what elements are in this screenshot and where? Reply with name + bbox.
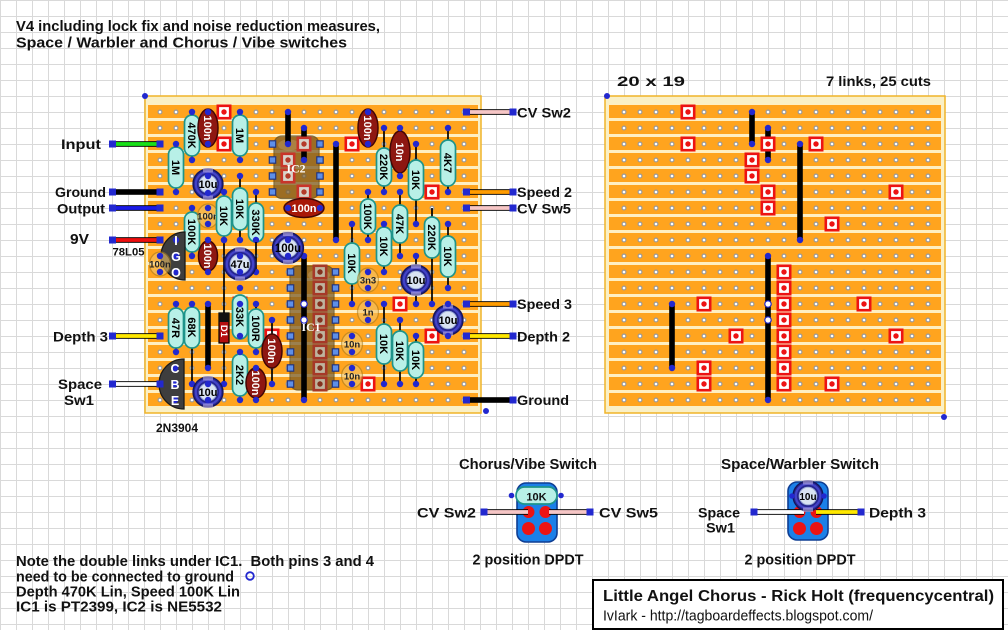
svg-text:9V: 9V bbox=[70, 231, 89, 248]
svg-text:100n: 100n bbox=[265, 338, 277, 363]
svg-text:2K2: 2K2 bbox=[233, 365, 245, 385]
svg-text:IC1: IC1 bbox=[302, 322, 321, 334]
svg-text:330K: 330K bbox=[249, 209, 261, 235]
svg-text:D1: D1 bbox=[218, 325, 229, 338]
svg-text:CV Sw2: CV Sw2 bbox=[417, 505, 476, 521]
svg-text:CV Sw2: CV Sw2 bbox=[517, 105, 571, 121]
svg-text:V4 including lock fix and nois: V4 including lock fix and noise reductio… bbox=[16, 19, 380, 35]
svg-text:100u: 100u bbox=[275, 243, 301, 255]
svg-text:Ground: Ground bbox=[517, 392, 569, 408]
svg-text:IC2: IC2 bbox=[287, 164, 306, 176]
svg-text:C: C bbox=[170, 362, 179, 376]
svg-text:2 position DPDT: 2 position DPDT bbox=[473, 553, 584, 569]
svg-text:7 links, 25 cuts: 7 links, 25 cuts bbox=[826, 73, 931, 89]
svg-text:47R: 47R bbox=[169, 318, 181, 338]
svg-text:1M: 1M bbox=[169, 160, 181, 175]
svg-text:10u: 10u bbox=[199, 179, 218, 191]
svg-text:E: E bbox=[171, 394, 179, 408]
svg-text:10u: 10u bbox=[407, 275, 426, 287]
svg-text:Input: Input bbox=[61, 136, 101, 152]
svg-text:Ground: Ground bbox=[55, 184, 106, 200]
svg-text:Sw1: Sw1 bbox=[706, 520, 735, 536]
svg-text:Depth 470K Lin, Speed 100K Lin: Depth 470K Lin, Speed 100K Lin bbox=[16, 585, 240, 601]
svg-text:O: O bbox=[171, 266, 181, 280]
svg-text:3n3: 3n3 bbox=[360, 276, 376, 287]
svg-text:10K: 10K bbox=[217, 206, 229, 226]
svg-text:33K: 33K bbox=[233, 307, 245, 327]
svg-text:100n: 100n bbox=[361, 115, 373, 140]
svg-text:G: G bbox=[171, 250, 181, 264]
svg-text:10K: 10K bbox=[526, 492, 546, 504]
svg-text:10K: 10K bbox=[345, 253, 357, 273]
svg-text:Sw1: Sw1 bbox=[64, 392, 94, 408]
svg-text:10K: 10K bbox=[409, 170, 421, 190]
svg-text:10K: 10K bbox=[393, 341, 405, 361]
svg-text:CV Sw5: CV Sw5 bbox=[599, 505, 658, 521]
svg-text:100K: 100K bbox=[185, 219, 197, 245]
svg-text:68K: 68K bbox=[185, 317, 197, 337]
svg-text:2N3904: 2N3904 bbox=[156, 421, 198, 435]
svg-text:I: I bbox=[174, 234, 177, 248]
svg-text:100n: 100n bbox=[197, 212, 219, 223]
svg-text:10K: 10K bbox=[377, 236, 389, 256]
svg-text:Speed 3: Speed 3 bbox=[517, 296, 572, 312]
svg-text:need to be connected to ground: need to be connected to ground bbox=[16, 570, 234, 586]
svg-text:Depth 3: Depth 3 bbox=[869, 505, 926, 521]
svg-text:100K: 100K bbox=[361, 203, 373, 229]
svg-text:10u: 10u bbox=[439, 315, 458, 327]
svg-text:Space/Warbler Switch: Space/Warbler Switch bbox=[721, 457, 879, 473]
svg-text:10u: 10u bbox=[199, 387, 218, 399]
svg-text:IvIark - http://tagboardeffect: IvIark - http://tagboardeffects.blogspot… bbox=[603, 609, 874, 625]
svg-text:10n: 10n bbox=[344, 340, 361, 351]
svg-text:100n: 100n bbox=[201, 243, 213, 268]
svg-text:470K: 470K bbox=[185, 122, 197, 148]
svg-text:47K: 47K bbox=[393, 214, 405, 234]
svg-text:78L05: 78L05 bbox=[113, 247, 145, 259]
svg-text:1M: 1M bbox=[233, 128, 245, 143]
svg-text:4K7: 4K7 bbox=[441, 153, 453, 173]
svg-text:100n: 100n bbox=[149, 260, 171, 271]
svg-text:Space / Warbler and Chorus / V: Space / Warbler and Chorus / Vibe switch… bbox=[16, 36, 347, 52]
svg-text:20 x 19: 20 x 19 bbox=[617, 73, 685, 89]
svg-text:Little Angel Chorus - Rick Hol: Little Angel Chorus - Rick Holt (frequen… bbox=[603, 588, 994, 605]
svg-text:100n: 100n bbox=[291, 203, 316, 215]
svg-text:B: B bbox=[170, 378, 179, 392]
svg-text:Depth 3: Depth 3 bbox=[53, 329, 108, 345]
svg-text:Chorus/Vibe Switch: Chorus/Vibe Switch bbox=[459, 457, 597, 473]
svg-text:10K: 10K bbox=[409, 350, 421, 370]
svg-text:220K: 220K bbox=[377, 154, 389, 180]
svg-text:CV Sw5: CV Sw5 bbox=[517, 201, 571, 217]
svg-text:Space: Space bbox=[698, 505, 740, 521]
svg-text:2 position DPDT: 2 position DPDT bbox=[745, 553, 856, 569]
svg-text:10n: 10n bbox=[344, 372, 361, 383]
svg-text:100n: 100n bbox=[249, 370, 261, 395]
svg-text:10n: 10n bbox=[393, 143, 405, 162]
svg-text:10K: 10K bbox=[441, 246, 453, 266]
svg-text:IC1 is PT2399, IC2 is NE5532: IC1 is PT2399, IC2 is NE5532 bbox=[16, 600, 222, 616]
svg-text:Output: Output bbox=[57, 201, 105, 217]
svg-text:Speed 2: Speed 2 bbox=[517, 184, 572, 200]
svg-text:Depth 2: Depth 2 bbox=[517, 329, 570, 345]
svg-text:Space: Space bbox=[58, 376, 102, 392]
svg-text:100R: 100R bbox=[249, 315, 261, 341]
svg-text:100n: 100n bbox=[201, 115, 213, 140]
svg-text:47u: 47u bbox=[231, 259, 250, 271]
svg-text:220K: 220K bbox=[425, 224, 437, 250]
svg-text:1n: 1n bbox=[362, 308, 373, 319]
svg-text:Note the double links under IC: Note the double links under IC1. Both pi… bbox=[16, 554, 374, 570]
svg-text:10u: 10u bbox=[799, 492, 816, 503]
svg-text:10K: 10K bbox=[377, 334, 389, 354]
svg-text:10K: 10K bbox=[233, 199, 245, 219]
